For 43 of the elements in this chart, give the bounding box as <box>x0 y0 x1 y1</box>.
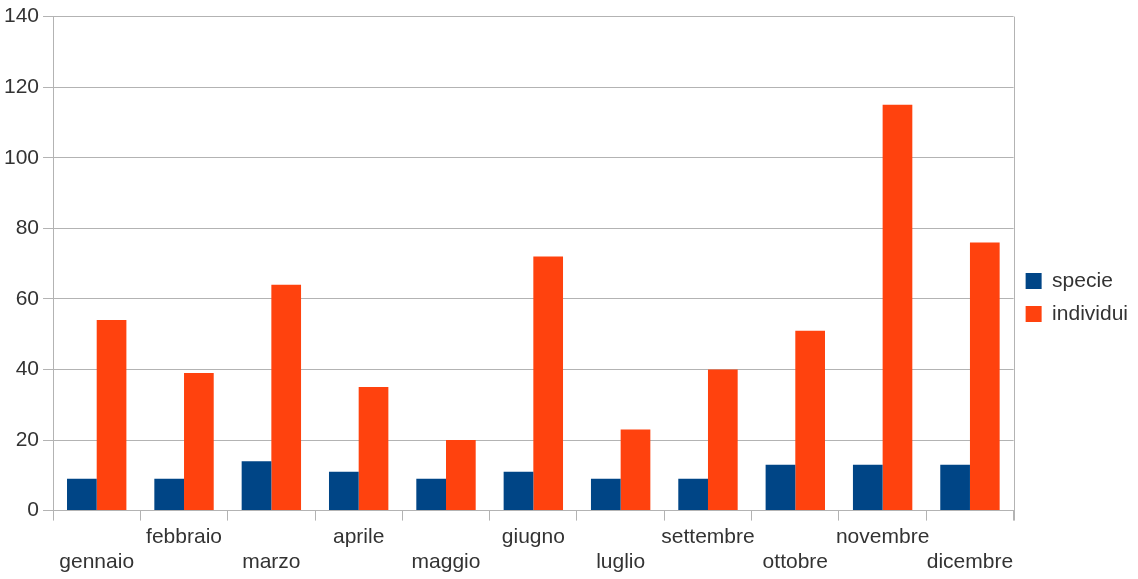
legend-label: individui <box>1052 300 1129 324</box>
bar <box>271 284 302 511</box>
x-tick-label: giugno <box>501 524 565 547</box>
y-tick-label: 20 <box>15 426 40 450</box>
bar <box>503 471 534 511</box>
x-tick-label: marzo <box>242 549 301 573</box>
x-tick-label: ottobre <box>762 549 828 573</box>
bar <box>184 372 214 511</box>
bar <box>852 464 883 511</box>
bar <box>969 242 1000 511</box>
x-tick-label: gennaio <box>59 549 135 573</box>
bar <box>328 471 359 511</box>
x-tick-label: febbraio <box>146 524 222 547</box>
bar <box>795 330 825 511</box>
x-tick-label: aprile <box>332 524 385 547</box>
y-tick-label: 80 <box>15 215 40 239</box>
legend-label: specie <box>1052 267 1113 291</box>
bar <box>241 461 272 511</box>
bar <box>620 429 651 511</box>
x-tick-label: luglio <box>596 549 646 573</box>
bar <box>358 387 389 511</box>
y-tick-label: 140 <box>3 3 40 27</box>
bar <box>678 478 708 511</box>
y-tick-label: 40 <box>15 356 40 380</box>
bar <box>533 256 564 511</box>
bar <box>67 478 97 511</box>
bar <box>590 478 621 511</box>
bar <box>446 440 476 511</box>
y-tick-label: 0 <box>27 497 40 521</box>
bar <box>765 464 796 511</box>
x-tick-label: settembre <box>661 524 755 547</box>
bar <box>96 320 127 511</box>
bar <box>940 464 970 511</box>
bar <box>882 104 913 511</box>
y-tick-label: 60 <box>15 285 40 309</box>
x-tick-label: dicembre <box>926 549 1014 573</box>
x-tick-label: novembre <box>835 524 930 547</box>
x-tick-label: maggio <box>411 549 481 573</box>
y-tick-label: 100 <box>3 144 40 168</box>
y-tick-label: 120 <box>3 73 40 97</box>
bar <box>154 478 185 511</box>
bar <box>707 369 738 511</box>
bar <box>416 478 446 511</box>
